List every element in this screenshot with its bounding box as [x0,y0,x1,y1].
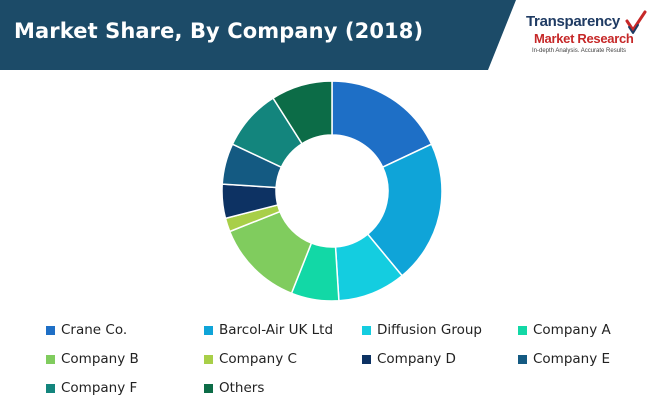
legend-swatch [46,354,55,364]
legend-label: Company F [61,380,138,396]
legend-label: Company A [533,322,611,338]
legend-label: Company B [61,351,139,367]
header-band [0,0,516,70]
donut-chart [221,80,443,302]
legend-label: Others [219,380,265,396]
chart-legend: Crane Co. Barcol-Air UK Ltd Diffusion Grou… [46,318,646,404]
header-band-shape [0,0,516,70]
legend-item-company-c: Company C [204,349,297,369]
donut-slice-others [272,80,333,145]
legend-item-others: Others [204,378,264,398]
chart-title: Market Share, By Company (2018) [14,19,424,43]
legend-item-company-e: Company E [518,349,610,369]
legend-label: Company D [377,351,456,367]
legend-swatch [204,383,213,393]
legend-swatch [204,325,213,335]
legend-label: Diffusion Group [377,322,482,338]
legend-item-company-d: Company D [362,349,456,369]
logo-line-transparency: Transparency [526,13,620,30]
legend-swatch [518,325,527,335]
legend-item-company-a: Company A [518,320,611,340]
legend-label: Company C [219,351,297,367]
legend-label: Crane Co. [61,322,128,338]
checkmark-logo-icon [625,10,647,34]
legend-swatch [362,354,371,364]
company-logo: Transparency Market Research In-depth An… [526,10,650,62]
legend-swatch [46,325,55,335]
legend-item-barcol-air-uk-ltd: Barcol-Air UK Ltd [204,320,333,340]
legend-item-company-b: Company B [46,349,139,369]
legend-item-company-f: Company F [46,378,137,398]
legend-label: Barcol-Air UK Ltd [219,322,334,338]
donut-slice-barcol-air-uk-ltd [366,143,443,277]
legend-item-crane-co: Crane Co. [46,320,127,340]
legend-swatch [46,383,55,393]
logo-tagline: In-depth Analysis. Accurate Results [532,48,627,54]
legend-label: Company E [533,351,611,367]
legend-swatch [204,354,213,364]
legend-swatch [518,354,527,364]
legend-swatch [362,325,371,335]
logo-line-market-research: Market Research [534,31,634,46]
legend-item-diffusion-group: Diffusion Group [362,320,482,340]
